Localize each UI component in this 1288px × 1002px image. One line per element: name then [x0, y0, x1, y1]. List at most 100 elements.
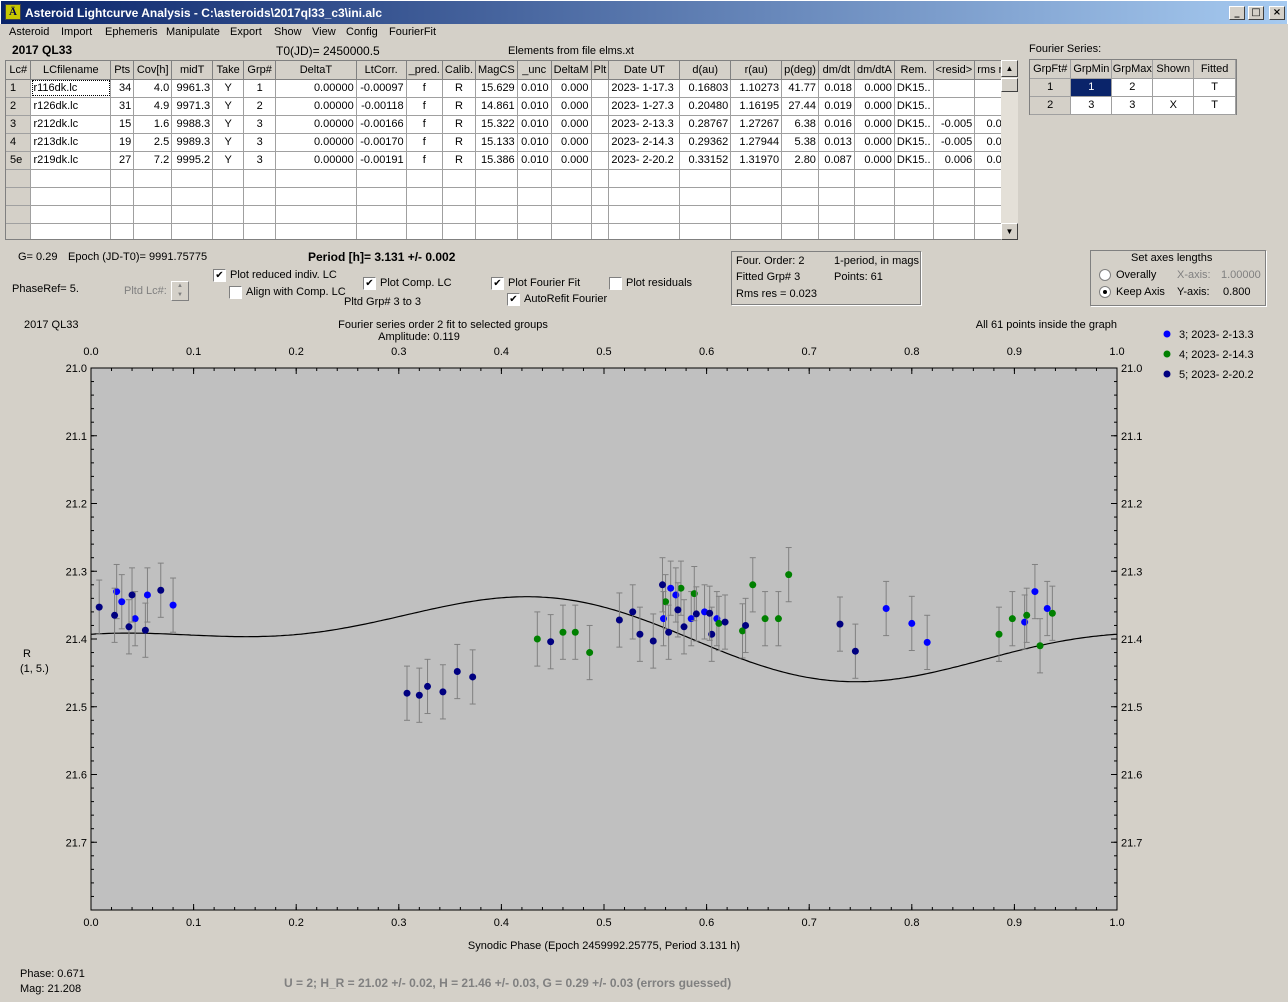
- table-cell[interactable]: [6, 187, 32, 206]
- table-cell[interactable]: [406, 169, 443, 188]
- data-point[interactable]: [439, 688, 447, 696]
- table-cell[interactable]: [551, 205, 592, 224]
- table-cell[interactable]: 15.322: [475, 115, 518, 134]
- fourier-cell[interactable]: X: [1152, 96, 1195, 115]
- plot-reduced-checkbox[interactable]: ✔: [213, 269, 226, 282]
- table-cell[interactable]: 0.010: [517, 115, 552, 134]
- y-axis-value[interactable]: 0.800: [1223, 286, 1251, 298]
- menu-show[interactable]: Show: [274, 26, 302, 38]
- data-point[interactable]: [636, 630, 644, 638]
- close-button[interactable]: ×: [1269, 6, 1285, 20]
- table-cell[interactable]: f: [406, 133, 443, 152]
- data-point[interactable]: [662, 598, 670, 606]
- data-point[interactable]: [908, 619, 916, 627]
- fourier-cell[interactable]: 1: [1070, 78, 1113, 97]
- spin-down-icon[interactable]: ▼: [177, 292, 183, 298]
- table-cell[interactable]: 2: [243, 97, 277, 116]
- table-cell[interactable]: 3: [243, 133, 277, 152]
- column-header[interactable]: DeltaM: [551, 61, 592, 80]
- data-point[interactable]: [1008, 615, 1016, 623]
- column-header[interactable]: _unc: [517, 61, 552, 80]
- table-cell[interactable]: [406, 205, 443, 224]
- data-point[interactable]: [128, 591, 136, 599]
- table-cell[interactable]: 1.6: [133, 115, 173, 134]
- table-cell[interactable]: DK15..: [894, 97, 934, 116]
- row-header[interactable]: 3: [6, 115, 32, 134]
- fourier-column-header[interactable]: Shown: [1152, 60, 1195, 79]
- table-cell[interactable]: 0.000: [551, 79, 592, 98]
- data-point[interactable]: [125, 623, 133, 631]
- table-cell[interactable]: 31: [110, 97, 135, 116]
- data-point[interactable]: [141, 626, 149, 634]
- table-cell[interactable]: [275, 169, 357, 188]
- table-row[interactable]: 5e r219dk.lc 27 7.2 9995.2 Y 3 0.00000 -0.00191 f…: [6, 151, 1017, 170]
- fourier-column-header[interactable]: GrpFt#: [1030, 60, 1072, 79]
- data-point[interactable]: [629, 608, 637, 616]
- autorefit-checkbox[interactable]: ✔: [507, 293, 520, 306]
- table-cell[interactable]: 0.33152: [679, 151, 732, 170]
- table-cell[interactable]: 0.010: [517, 151, 552, 170]
- table-cell[interactable]: [212, 169, 245, 188]
- table-cell[interactable]: [475, 169, 518, 188]
- menu-import[interactable]: Import: [61, 26, 93, 38]
- table-cell[interactable]: [854, 187, 895, 206]
- table-cell[interactable]: [933, 223, 976, 239]
- table-cell[interactable]: 0.00000: [275, 151, 357, 170]
- table-cell[interactable]: 0.016: [818, 115, 855, 134]
- lightcurve-table[interactable]: Lc# LCfilename Pts Cov[h] midT Take Grp# DeltaT…: [5, 60, 1018, 240]
- table-cell[interactable]: [591, 97, 610, 116]
- data-point[interactable]: [721, 618, 729, 626]
- menu-fourierfit[interactable]: FourierFit: [389, 26, 437, 38]
- table-cell[interactable]: -0.00118: [356, 97, 407, 116]
- table-cell[interactable]: [894, 169, 934, 188]
- plot-fourier-checkbox[interactable]: ✔: [491, 277, 504, 290]
- table-cell[interactable]: [730, 169, 783, 188]
- table-cell[interactable]: 27: [110, 151, 135, 170]
- table-cell[interactable]: [406, 187, 443, 206]
- table-cell[interactable]: [517, 187, 552, 206]
- table-cell[interactable]: 0.20480: [679, 97, 732, 116]
- table-cell[interactable]: Y: [212, 79, 245, 98]
- table-cell[interactable]: [551, 187, 592, 206]
- table-cell[interactable]: [854, 169, 895, 188]
- table-cell[interactable]: [475, 223, 518, 239]
- maximize-button[interactable]: □: [1248, 6, 1264, 20]
- table-cell[interactable]: 9988.3: [171, 115, 214, 134]
- table-cell[interactable]: [608, 223, 681, 239]
- table-cell[interactable]: [781, 223, 819, 239]
- menu-asteroid[interactable]: Asteroid: [9, 26, 50, 38]
- table-cell[interactable]: [6, 205, 32, 224]
- table-cell[interactable]: 15.133: [475, 133, 518, 152]
- table-cell[interactable]: [133, 187, 173, 206]
- data-point[interactable]: [424, 682, 432, 690]
- table-cell[interactable]: 0.006: [933, 151, 976, 170]
- column-header[interactable]: LtCorr.: [356, 61, 407, 80]
- table-cell[interactable]: [591, 133, 610, 152]
- data-point[interactable]: [157, 586, 165, 594]
- table-cell[interactable]: [517, 223, 552, 239]
- table-cell[interactable]: 0.018: [818, 79, 855, 98]
- table-cell[interactable]: [275, 187, 357, 206]
- table-cell[interactable]: 9961.3: [171, 79, 214, 98]
- table-cell[interactable]: 1.27944: [730, 133, 783, 152]
- table-cell[interactable]: 19: [110, 133, 135, 152]
- table-cell[interactable]: [133, 223, 173, 239]
- table-cell[interactable]: Y: [212, 97, 245, 116]
- table-cell[interactable]: [933, 97, 976, 116]
- table-row[interactable]: 4 r213dk.lc 19 2.5 9989.3 Y 3 0.00000 -0.00170 f R…: [6, 133, 1017, 152]
- table-cell[interactable]: DK15..: [894, 79, 934, 98]
- row-header[interactable]: 1: [6, 79, 32, 98]
- table-cell[interactable]: 0.000: [854, 151, 895, 170]
- table-cell[interactable]: [356, 205, 407, 224]
- table-cell[interactable]: [356, 169, 407, 188]
- table-cell[interactable]: 0.010: [517, 79, 552, 98]
- table-cell[interactable]: R: [442, 151, 477, 170]
- column-header[interactable]: Calib.: [442, 61, 477, 80]
- fourier-column-header[interactable]: GrpMin: [1070, 60, 1113, 79]
- data-point[interactable]: [674, 606, 682, 614]
- menu-export[interactable]: Export: [230, 26, 262, 38]
- table-cell[interactable]: [110, 205, 135, 224]
